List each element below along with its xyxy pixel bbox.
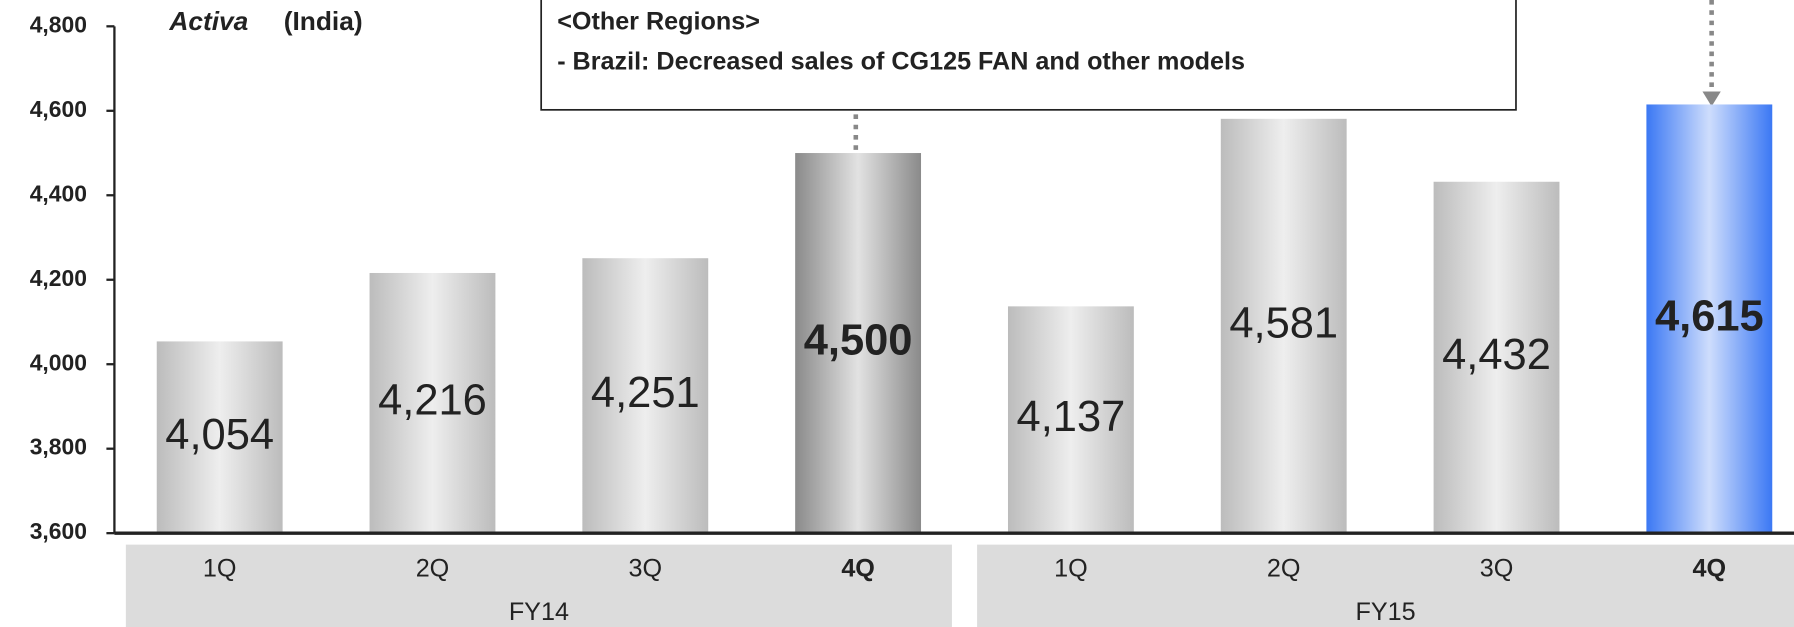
y-tick-label: 4,200 [30,265,87,291]
group-band [977,544,1794,627]
x-tick-label: 1Q [203,554,237,582]
annotation-line: - Brazil: Decreased sales of CG125 FAN a… [557,48,1245,76]
bar [1646,104,1773,534]
value-label: 4,216 [378,377,487,425]
group-label: FY15 [1355,598,1415,626]
bar [795,153,922,534]
x-tick-label: 2Q [1267,554,1301,582]
group-band [125,544,952,627]
bar [1007,306,1134,534]
title: (India) [284,6,363,36]
annotation-box [540,0,1517,111]
x-tick-label: 2Q [416,554,450,582]
y-tick-label: 4,800 [30,11,87,37]
y-tick-label: 3,800 [30,434,87,460]
x-tick-label: 1Q [1054,554,1088,582]
value-label: 4,432 [1442,331,1551,379]
group-label: FY14 [509,598,569,626]
x-tick-label: 3Q [1480,554,1514,582]
bar [1433,181,1560,534]
value-label: 4,251 [591,369,700,417]
value-label: 4,615 [1655,292,1764,340]
x-tick-label: 4Q [1693,554,1727,582]
bar [369,272,496,534]
y-tick-label: 4,400 [30,180,87,206]
value-label: 4,054 [165,411,274,459]
x-tick-label: 4Q [841,554,875,582]
value-label: 4,137 [1017,393,1126,441]
bar [582,258,709,534]
title-italic: Activa [168,6,248,36]
x-tick-label: 3Q [629,554,663,582]
value-label: 4,581 [1229,299,1338,347]
bar [1220,118,1347,534]
y-tick-label: 4,000 [30,349,87,375]
annotation-line: <Other Regions> [557,8,760,36]
y-tick-label: 3,600 [30,518,87,544]
y-tick-label: 4,600 [30,96,87,122]
arrow-head [1702,91,1721,107]
bar [156,341,283,534]
value-label: 4,500 [804,317,913,365]
